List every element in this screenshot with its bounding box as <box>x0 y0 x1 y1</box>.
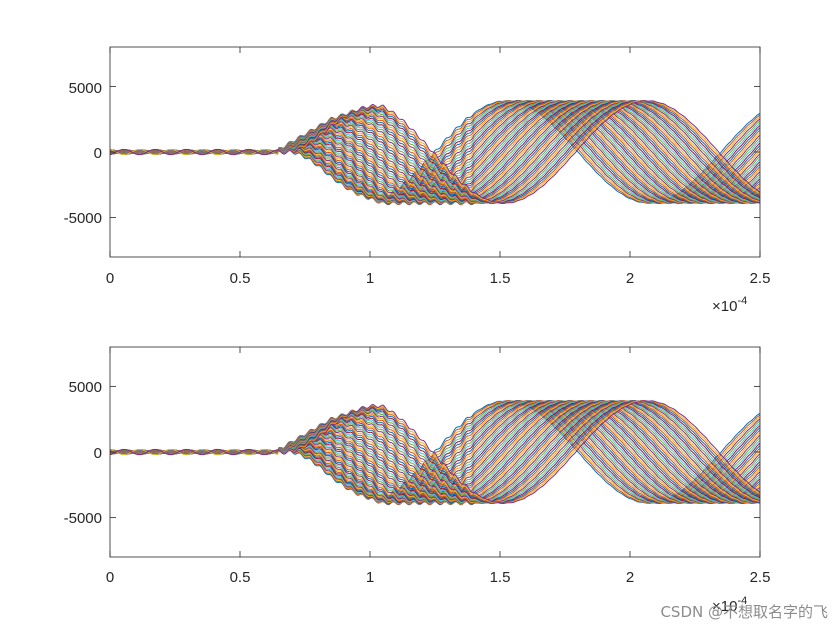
top-axes: 0 0.5 1 1.5 2 2.5 -5000 0 5000 ×10-4 <box>64 46 771 315</box>
bottom-x-exponent-power: -4 <box>737 595 747 607</box>
bottom-xtick-label-1: 0.5 <box>230 569 251 586</box>
bottom-xtick-label-4: 2 <box>626 569 634 586</box>
bottom-x-exponent-base: ×10 <box>712 598 737 615</box>
watermark: CSDN @不想取名字的飞 <box>660 603 828 621</box>
bottom-xtick-label-5: 2.5 <box>750 569 771 586</box>
top-ytick-label-1: 0 <box>94 145 102 162</box>
bottom-x-exponent: ×10-4 <box>712 595 747 615</box>
bottom-ytick-label-1: 0 <box>94 445 102 462</box>
top-x-exponent-base: ×10 <box>712 298 737 315</box>
bottom-xtick-label-2: 1 <box>366 569 374 586</box>
top-xtick-label-1: 0.5 <box>230 270 251 287</box>
bottom-axes: 0 0.5 1 1.5 2 2.5 -5000 0 5000 ×10-4 <box>64 346 771 615</box>
top-series-line-59 <box>110 100 760 205</box>
top-xtick-label-4: 2 <box>626 270 634 287</box>
top-xtick-label-2: 1 <box>366 270 374 287</box>
top-xtick-label-5: 2.5 <box>750 270 771 287</box>
bottom-series-group <box>110 399 760 506</box>
bottom-ytick-label-0: -5000 <box>64 510 102 527</box>
bottom-xtick-label-3: 1.5 <box>490 569 511 586</box>
top-xtick-label-0: 0 <box>106 270 114 287</box>
top-ytick-label-2: 5000 <box>69 80 102 97</box>
bottom-ticks <box>109 347 761 557</box>
top-xtick-label-3: 1.5 <box>490 270 511 287</box>
top-x-exponent: ×10-4 <box>712 295 747 315</box>
top-x-exponent-power: -4 <box>737 295 747 307</box>
bottom-xtick-label-0: 0 <box>106 569 114 586</box>
bottom-ytick-label-2: 5000 <box>69 379 102 396</box>
top-ticks <box>109 47 761 257</box>
top-plot-area <box>110 47 760 257</box>
top-ytick-label-0: -5000 <box>64 210 102 227</box>
bottom-plot-area <box>110 347 760 557</box>
bottom-series-line-59 <box>110 400 760 505</box>
top-series-group <box>110 99 760 206</box>
